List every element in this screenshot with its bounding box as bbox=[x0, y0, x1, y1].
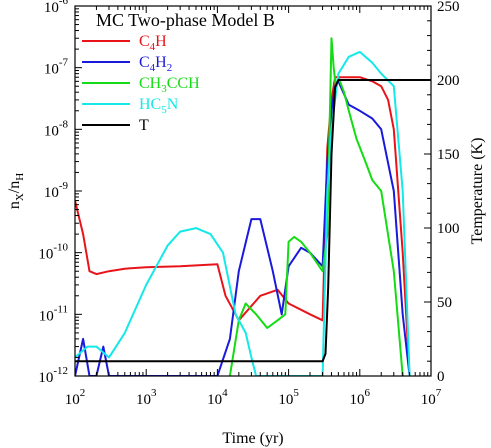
x-tick-label-4: 106 bbox=[350, 387, 371, 408]
series-line-2 bbox=[228, 37, 404, 376]
y-tick-label-4: 10-8 bbox=[44, 118, 69, 139]
y-tick-label-base: 10 bbox=[44, 185, 59, 201]
series-line-0 bbox=[75, 76, 411, 376]
x-axis-label: Time (yr) bbox=[222, 430, 283, 447]
y-tick-label-base: 10 bbox=[44, 123, 59, 139]
y-tick-label-base: 10 bbox=[44, 62, 59, 78]
y2-tick-label-2: 100 bbox=[437, 221, 460, 237]
y-axis-label-mid: /n bbox=[6, 181, 23, 193]
y2-tick-label-4: 200 bbox=[437, 73, 460, 89]
x-tick-label-base: 10 bbox=[421, 392, 436, 408]
y-tick-label-0: 10-12 bbox=[38, 365, 68, 386]
y-tick-label-6: 10-6 bbox=[44, 0, 69, 16]
x-tick-label-exp: 3 bbox=[151, 387, 157, 399]
x-tick-label-base: 10 bbox=[207, 392, 222, 408]
legend-label-4: T bbox=[139, 117, 149, 134]
legend-label-part: H bbox=[155, 33, 167, 50]
series-line-3 bbox=[75, 50, 411, 376]
tick-labels-layer: 102 103 104 105 106 10710-1210-1110-1010-910-… bbox=[38, 0, 459, 408]
x-tick-label-2: 104 bbox=[207, 387, 228, 408]
series-line-4 bbox=[75, 79, 431, 363]
x-tick-label-exp: 7 bbox=[436, 387, 442, 399]
legend-label-part: 5 bbox=[161, 104, 167, 116]
y-tick-label-3: 10-9 bbox=[44, 180, 69, 201]
legend-label-part: N bbox=[167, 96, 179, 113]
y-tick-label-base: 10 bbox=[39, 308, 54, 324]
x-tick-label-base: 10 bbox=[350, 392, 365, 408]
y-tick-label-exp: -7 bbox=[59, 57, 69, 69]
y-tick-label-exp: -6 bbox=[59, 0, 69, 7]
y-axis-label-main: n bbox=[6, 201, 23, 209]
legend-label-part: T bbox=[139, 117, 149, 134]
series-line-1 bbox=[75, 80, 411, 376]
x-tick-label-exp: 2 bbox=[80, 387, 86, 399]
y2-tick-label-1: 50 bbox=[437, 295, 452, 311]
legend-label-0: C4H bbox=[139, 33, 167, 53]
y2-tick-label-3: 150 bbox=[437, 147, 460, 163]
x-tick-label-base: 10 bbox=[65, 392, 80, 408]
y-tick-label-2: 10-10 bbox=[38, 242, 68, 263]
x-tick-label-base: 10 bbox=[278, 392, 293, 408]
x-tick-label-base: 10 bbox=[136, 392, 151, 408]
y2-axis-label: Temperature (K) bbox=[469, 138, 486, 245]
legend-label-3: HC5N bbox=[139, 96, 179, 116]
x-tick-label-0: 102 bbox=[65, 387, 86, 408]
chart-title: MC Two-phase Model B bbox=[96, 10, 275, 30]
x-tick-label-1: 103 bbox=[136, 387, 157, 408]
y-tick-label-exp: -8 bbox=[59, 118, 69, 130]
y2-tick-label-0: 0 bbox=[437, 369, 445, 385]
legend-label-2: CH3CCH bbox=[139, 75, 200, 95]
legend-label-part: 4 bbox=[150, 62, 156, 74]
legend-label-part: H bbox=[155, 54, 167, 71]
y-tick-label-base: 10 bbox=[44, 0, 59, 16]
legend-label-part: HC bbox=[139, 96, 161, 113]
y-tick-label-exp: -12 bbox=[53, 365, 68, 377]
legend-label-part: C bbox=[139, 33, 150, 50]
legend-label-part: 3 bbox=[161, 83, 167, 95]
legend-label-part: CH bbox=[139, 75, 162, 92]
y-tick-label-exp: -10 bbox=[53, 242, 68, 254]
y-tick-label-5: 10-7 bbox=[44, 57, 69, 78]
legend-label-part: 2 bbox=[167, 62, 173, 74]
y-tick-label-1: 10-11 bbox=[39, 303, 68, 324]
legend-label-part: 4 bbox=[150, 41, 156, 53]
legend-label-part: CCH bbox=[167, 75, 200, 92]
x-tick-label-exp: 4 bbox=[222, 387, 228, 399]
y2-tick-label-5: 250 bbox=[437, 0, 460, 15]
x-tick-label-exp: 6 bbox=[365, 387, 371, 399]
y-tick-label-exp: -9 bbox=[59, 180, 69, 192]
x-tick-label-3: 105 bbox=[278, 387, 299, 408]
ticks-layer bbox=[74, 5, 432, 377]
y-tick-label-exp: -11 bbox=[54, 303, 68, 315]
y-axis-label-sub2: H bbox=[14, 173, 26, 181]
series-layer bbox=[75, 37, 431, 376]
x-tick-label-5: 107 bbox=[421, 387, 442, 408]
legend-label-part: C bbox=[139, 54, 150, 71]
y-axis-label-sub1: X bbox=[14, 193, 26, 201]
y-axis-label: nX/nH bbox=[6, 173, 26, 209]
y-tick-label-base: 10 bbox=[38, 247, 53, 263]
y-tick-label-base: 10 bbox=[38, 370, 53, 386]
legend-label-1: C4H2 bbox=[139, 54, 172, 74]
x-tick-label-exp: 5 bbox=[293, 387, 299, 399]
